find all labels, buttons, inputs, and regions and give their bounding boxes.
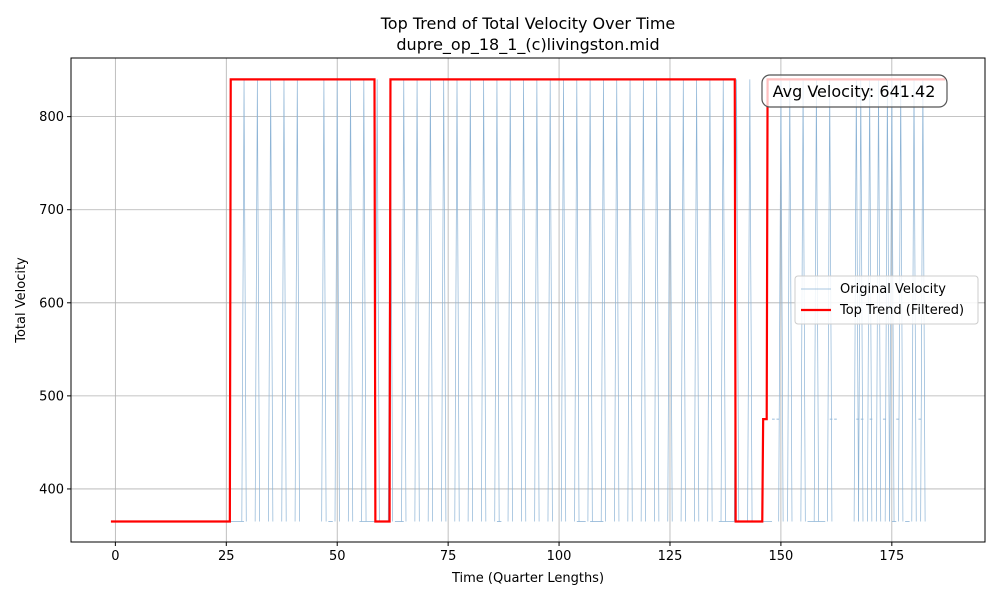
x-tick-label: 25 — [218, 549, 235, 564]
original-spike — [574, 79, 580, 522]
original-spike — [321, 79, 327, 522]
x-tick-label: 50 — [329, 549, 346, 564]
plot-frame — [70, 57, 986, 543]
x-tick-label: 100 — [547, 549, 572, 564]
original-spike — [747, 79, 753, 522]
original-spike — [254, 79, 260, 522]
original-spike — [481, 79, 487, 522]
x-tick-label: 125 — [658, 549, 683, 564]
y-tick-label: 600 — [39, 296, 64, 311]
legend-box — [794, 275, 979, 325]
avg-annotation: Avg Velocity: 641.42 — [761, 74, 948, 108]
original-spike — [600, 79, 606, 522]
original-spike — [361, 79, 367, 522]
y-axis-label: Total Velocity — [14, 257, 29, 344]
original-spike — [494, 79, 500, 522]
original-spike — [281, 79, 287, 522]
original-spike — [614, 79, 620, 522]
original-spike — [454, 79, 460, 522]
original-spike — [414, 79, 420, 522]
y-tick-label: 700 — [39, 203, 64, 218]
original-spike — [547, 79, 553, 522]
original-spike — [268, 79, 274, 522]
original-spike — [627, 79, 633, 522]
legend: Original Velocity Top Trend (Filtered) — [794, 275, 979, 325]
chart-title: Top Trend of Total Velocity Over Time — [380, 14, 676, 33]
original-spike — [534, 79, 540, 522]
x-tick-label: 150 — [768, 549, 793, 564]
original-spike — [720, 79, 726, 522]
x-tick-label: 0 — [111, 549, 119, 564]
legend-label-original: Original Velocity — [840, 282, 946, 297]
y-tick-label: 800 — [39, 110, 64, 125]
original-spike — [694, 79, 700, 522]
x-axis-label: Time (Quarter Lengths) — [451, 571, 604, 586]
y-tick-label: 500 — [39, 389, 64, 404]
avg-annotation-box — [761, 74, 948, 108]
original-spike — [347, 79, 354, 522]
chart-subtitle: dupre_op_18_1_(c)livingston.mid — [396, 35, 659, 55]
legend-label-trend: Top Trend (Filtered) — [839, 303, 964, 318]
x-axis-ticks: 0 25 50 75 100 125 150 175 — [111, 542, 904, 564]
original-spike — [680, 79, 686, 522]
original-spike — [507, 79, 513, 522]
original-spike — [427, 79, 433, 522]
original-spike — [654, 79, 660, 522]
avg-annotation-text: Avg Velocity: 641.42 — [773, 82, 936, 101]
original-spike — [640, 79, 646, 522]
original-spike — [707, 79, 713, 522]
original-spike — [294, 79, 300, 522]
original-spike — [401, 79, 407, 522]
trend-line — [110, 78, 946, 523]
y-tick-label: 400 — [39, 482, 64, 497]
original-spike — [241, 79, 247, 522]
y-axis-ticks: 400 500 600 700 800 — [39, 110, 71, 497]
original-spike — [467, 79, 473, 522]
original-spike — [560, 79, 567, 522]
top-trend-series — [110, 78, 946, 523]
original-spike — [787, 79, 793, 522]
original-spike — [520, 79, 527, 522]
original-spike — [441, 79, 447, 522]
x-tick-label: 75 — [440, 549, 457, 564]
x-tick-label: 175 — [879, 549, 904, 564]
original-spike — [587, 79, 593, 522]
